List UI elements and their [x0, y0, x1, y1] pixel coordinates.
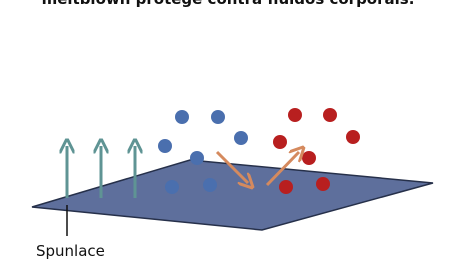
diagram: meltblown protege contra fluidos corpora…	[0, 0, 456, 266]
layer-sheet	[32, 160, 433, 230]
caption: meltblown protege contra fluidos corpora…	[42, 0, 415, 8]
layer-label: Spunlace	[36, 242, 105, 260]
